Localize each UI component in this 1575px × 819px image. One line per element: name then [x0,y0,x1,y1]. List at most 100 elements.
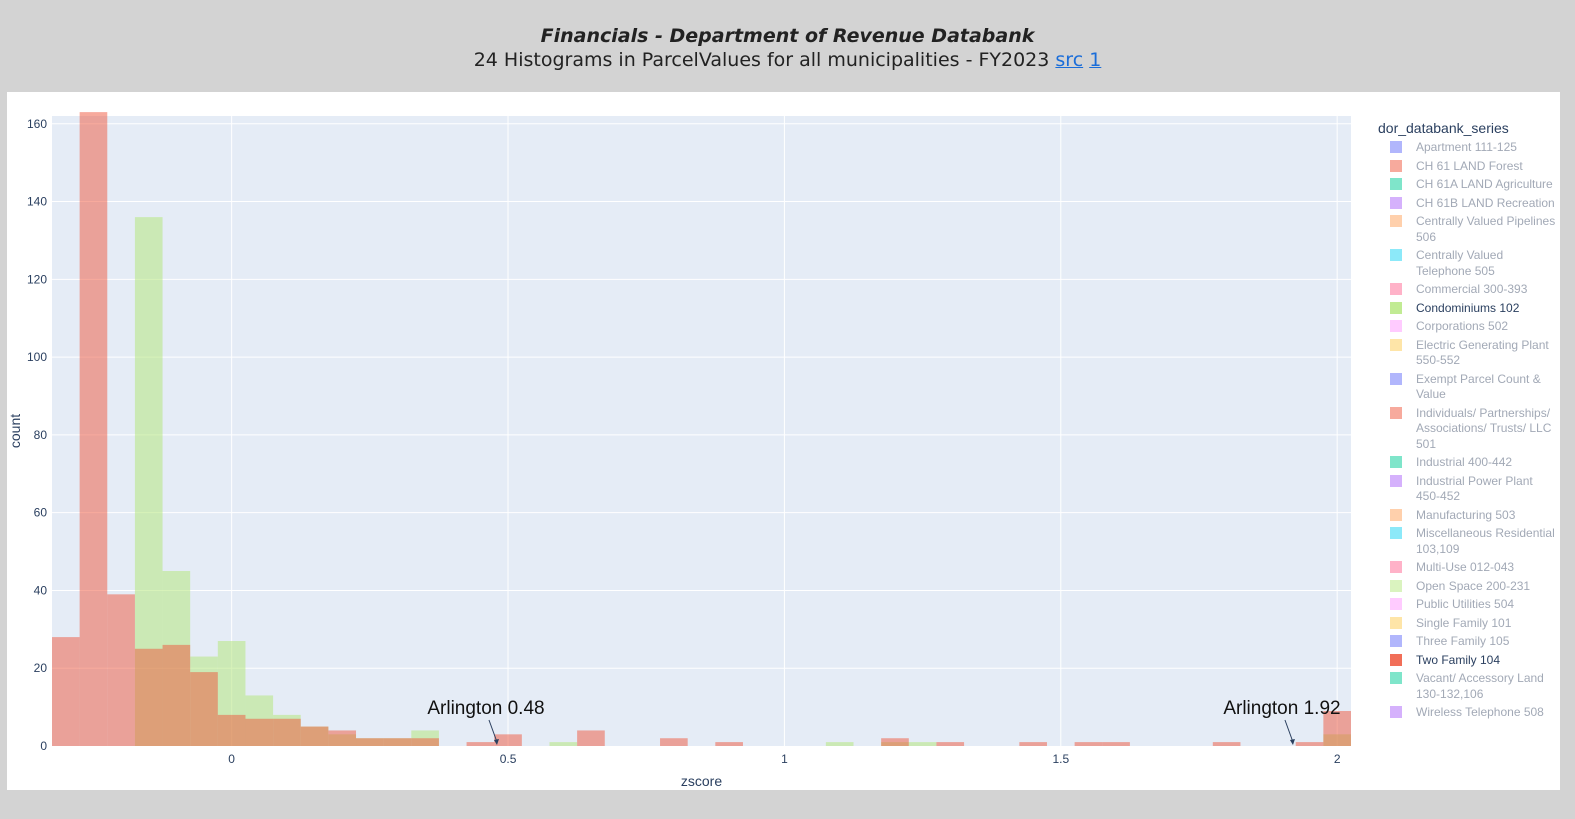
histogram-bar[interactable] [383,738,412,746]
legend-label: Individuals/ Partnerships/ Associations/… [1416,405,1552,451]
histogram-bar[interactable] [356,738,384,746]
legend-item[interactable]: CH 61 LAND Forest [1378,159,1560,175]
plot-area [52,116,1351,746]
legend-item[interactable]: Individuals/ Partnerships/ Associations/… [1378,406,1560,453]
legend-label: Industrial 400-442 [1416,455,1513,469]
legend-swatch [1390,561,1402,573]
legend-swatch [1390,178,1402,190]
x-tick-label: 2 [1334,752,1341,766]
src-link[interactable]: src [1055,49,1084,71]
x-tick-label: 1.5 [1052,752,1069,766]
legend-item[interactable]: Single Family 101 [1378,616,1560,632]
legend-swatch [1390,249,1402,261]
chart-panel: 0 0.5 1 1.5 2 0 20 40 60 80 100 120 140 160 Arlington… [7,92,1560,790]
legend-item[interactable]: Manufacturing 503 [1378,508,1560,524]
histogram-bar[interactable] [245,718,274,746]
histogram-bar[interactable] [107,594,135,746]
legend-swatch [1390,320,1402,332]
histogram-bar[interactable] [190,672,218,746]
histogram-bar[interactable] [825,742,854,746]
legend-swatch [1390,159,1402,172]
legend-item[interactable]: Multi-Use 012-043 [1378,560,1560,576]
source-1-link[interactable]: 1 [1089,49,1102,71]
legend-item[interactable]: Corporations 502 [1378,319,1560,335]
legend-item[interactable]: CH 61A LAND Agriculture [1378,177,1560,193]
legend-swatch [1390,283,1402,295]
legend-item[interactable]: Electric Generating Plant 550-552 [1378,338,1560,369]
histogram-bar[interactable] [300,726,329,746]
legend-label: Multi-Use 012-043 [1416,560,1515,574]
y-axis-title: count [7,414,23,448]
histogram-bar[interactable] [908,742,937,746]
legend-swatch [1390,215,1402,227]
y-tick-label: 60 [34,506,48,520]
legend-swatch [1390,706,1402,718]
legend-item[interactable]: Vacant/ Accessory Land 130-132,106 [1378,671,1560,702]
legend-item[interactable]: Industrial 400-442 [1378,455,1560,471]
histogram-bar[interactable] [328,730,357,746]
legend-item[interactable]: Two Family 104 [1378,653,1560,669]
y-tick-label: 0 [40,739,47,753]
legend-item[interactable]: Three Family 105 [1378,634,1560,650]
legend-label: Open Space 200-231 [1416,578,1531,593]
legend-item[interactable]: Public Utilities 504 [1378,597,1560,613]
legend-label: Three Family 105 [1416,634,1510,648]
legend-label: Electric Generating Plant 550-552 [1416,337,1549,368]
histogram-bar[interactable] [134,648,163,746]
legend-item[interactable]: Open Space 200-231 [1378,579,1560,595]
histogram-bar[interactable] [1102,742,1130,746]
legend-item[interactable]: CH 61B LAND Recreation [1378,196,1560,212]
legend-item[interactable]: Apartment 111-125 [1378,140,1560,156]
histogram-bar[interactable] [466,742,495,746]
histogram-bar[interactable] [52,637,80,746]
legend-item[interactable]: Industrial Power Plant 450-452 [1378,474,1560,505]
legend-label: Corporations 502 [1416,319,1509,333]
legend-label: Apartment 111-125 [1416,140,1517,154]
legend-item[interactable]: Miscellaneous Residential 103,109 [1378,526,1560,557]
x-tick-label: 1 [781,752,788,766]
legend-swatch [1390,598,1402,610]
histogram-bar[interactable] [1323,711,1351,746]
legend-item[interactable]: Condominiums 102 [1378,301,1560,317]
histogram-bar[interactable] [936,742,965,746]
annotations: Arlington 0.48 Arlington 1.92 [427,698,1341,745]
histogram-bar[interactable] [715,742,743,746]
histogram-bar[interactable] [1295,742,1324,746]
legend-label: Centrally Valued Telephone 505 [1416,248,1504,278]
histogram-bar[interactable] [1019,742,1047,746]
legend-swatch [1390,456,1402,468]
chart-subtitle: 24 Histograms in ParcelValues for all mu… [0,48,1575,72]
histogram-bar[interactable] [217,714,246,746]
histogram-bar[interactable] [660,738,688,746]
histogram-bar[interactable] [273,718,301,746]
legend-swatch [1390,338,1402,351]
histogram-bar[interactable] [881,738,909,746]
y-tick-label: 40 [34,583,48,597]
legend-item[interactable]: Exempt Parcel Count & Value [1378,372,1560,403]
legend-item[interactable]: Centrally Valued Pipelines 506 [1378,214,1560,245]
legend-item[interactable]: Centrally Valued Telephone 505 [1378,248,1560,279]
histogram-bar[interactable] [1074,742,1103,746]
annotation-label: Arlington 1.92 [1223,698,1340,719]
histogram-bar[interactable] [162,644,191,746]
x-axis-title: zscore [681,773,722,789]
legend-label: Condominiums 102 [1416,300,1520,315]
legend: dor_databank_series Apartment 111-125 CH … [1378,120,1560,724]
histogram-bar[interactable] [1212,742,1241,746]
legend-swatch [1390,141,1402,153]
histogram-bar[interactable] [79,112,108,747]
histogram-bar[interactable] [411,738,439,746]
legend-label: Industrial Power Plant 450-452 [1416,473,1533,504]
legend-label: CH 61 LAND Forest [1416,158,1523,173]
y-tick-label: 160 [27,117,47,131]
legend-item[interactable]: Commercial 300-393 [1378,282,1560,298]
y-tick-label: 80 [34,428,48,442]
legend-item[interactable]: Wireless Telephone 508 [1378,705,1560,721]
histogram-bar[interactable] [494,734,522,746]
legend-label: CH 61A LAND Agriculture [1416,177,1553,191]
histogram-bar[interactable] [549,742,578,746]
histogram-bar[interactable] [577,730,605,746]
chart-title: Financials - Department of Revenue Datab… [540,25,1035,47]
